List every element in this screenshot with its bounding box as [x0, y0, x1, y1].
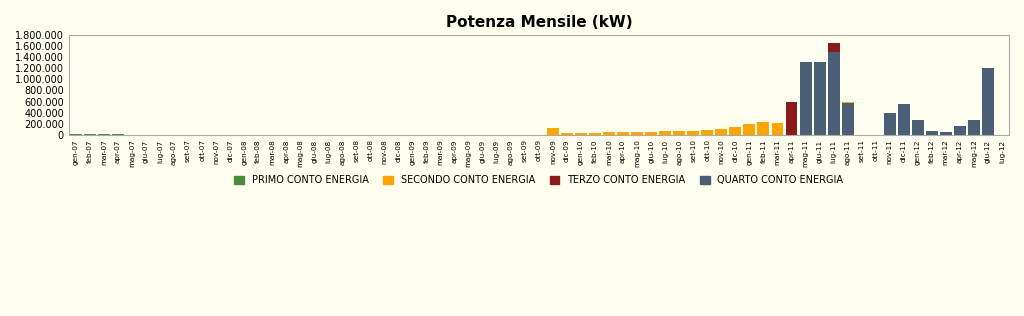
Bar [898, 104, 909, 135]
Bar [716, 129, 727, 135]
Bar [827, 83, 840, 135]
Bar [631, 131, 643, 135]
Bar [814, 62, 825, 135]
Bar [659, 131, 671, 135]
Bar [645, 131, 657, 135]
Bar [926, 131, 938, 135]
Bar [575, 133, 587, 135]
Bar [954, 126, 966, 135]
Bar [589, 133, 601, 135]
Bar [758, 122, 769, 135]
Bar [800, 62, 811, 135]
Title: Potenza Mensile (kW): Potenza Mensile (kW) [445, 15, 632, 30]
Bar [800, 100, 811, 135]
Bar [603, 132, 615, 135]
Bar [842, 101, 854, 135]
Bar [911, 120, 924, 135]
Bar [814, 100, 825, 135]
Bar [968, 120, 980, 135]
Legend: PRIMO CONTO ENERGIA, SECONDO CONTO ENERGIA, TERZO CONTO ENERGIA, QUARTO CONTO EN: PRIMO CONTO ENERGIA, SECONDO CONTO ENERG… [230, 172, 847, 189]
Bar [982, 68, 994, 135]
Bar [940, 132, 952, 135]
Bar [785, 101, 798, 135]
Bar [687, 131, 699, 135]
Bar [785, 101, 798, 135]
Bar [827, 43, 840, 135]
Bar [771, 123, 783, 135]
Bar [842, 103, 854, 135]
Bar [561, 133, 573, 135]
Bar [884, 113, 896, 135]
Bar [617, 132, 629, 135]
Bar [743, 124, 756, 135]
Bar [547, 128, 559, 135]
Bar [701, 130, 714, 135]
Bar [729, 127, 741, 135]
Bar [827, 52, 840, 135]
Bar [674, 131, 685, 135]
